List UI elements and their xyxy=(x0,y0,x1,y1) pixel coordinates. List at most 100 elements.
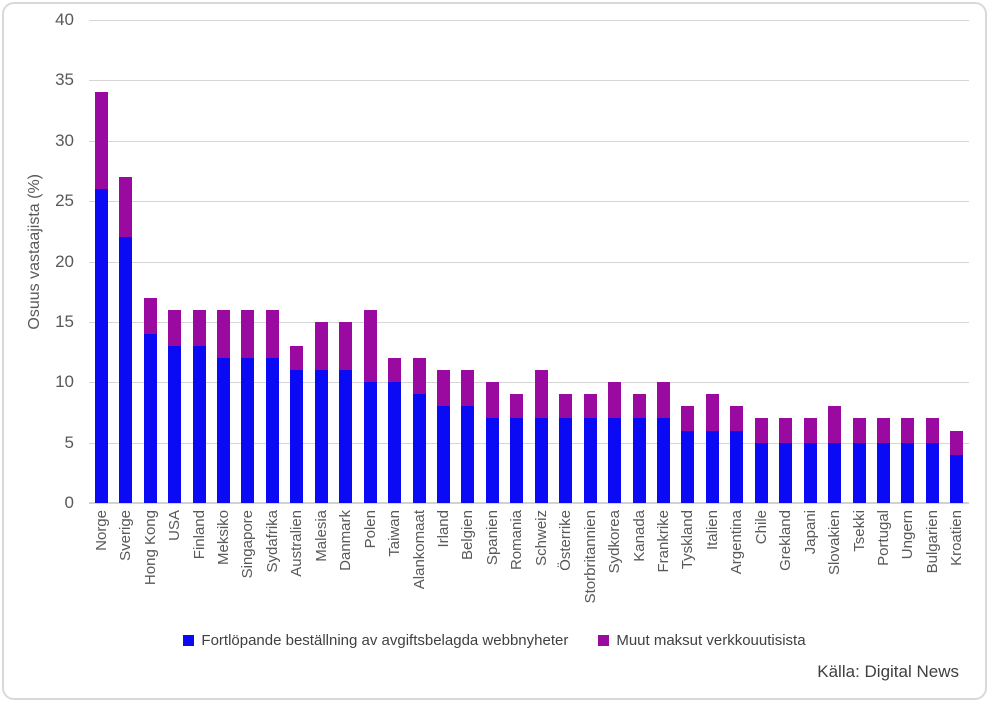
x-label-belgien: Belgien xyxy=(459,510,477,561)
bar-italien-subscription xyxy=(705,430,719,503)
y-tick-35: 35 xyxy=(55,70,74,90)
bar-storbritannien-other xyxy=(583,394,597,419)
bar-norge-other xyxy=(94,92,108,190)
bar-sverige-other xyxy=(119,176,133,238)
bar-sydkorea-other xyxy=(608,382,622,419)
legend: Fortlöpande beställning av avgiftsbelagd… xyxy=(4,632,985,649)
x-label-singapore: Singapore xyxy=(239,510,257,579)
bar-alankomaat-other xyxy=(412,358,426,395)
bar-singapore-subscription xyxy=(241,358,255,503)
bar-grekland-other xyxy=(779,418,793,443)
x-label-sydafrika: Sydafrika xyxy=(263,510,281,573)
bar-irland-other xyxy=(436,370,450,407)
bar-portugal-other xyxy=(876,418,890,443)
bar-kroatien-other xyxy=(950,430,964,455)
bar-hong-kong-subscription xyxy=(143,333,157,503)
gridline-15 xyxy=(89,321,969,323)
x-label-schweiz: Schweiz xyxy=(532,510,550,566)
x-label-frankrike: Frankrike xyxy=(654,510,672,573)
gridline-5 xyxy=(89,442,969,444)
x-label-finland: Finland xyxy=(190,510,208,560)
bar-tyskland-other xyxy=(681,406,695,431)
bar-italien-other xyxy=(705,394,719,431)
bar-portugal-subscription xyxy=(876,442,890,503)
bar-alankomaat-subscription xyxy=(412,394,426,503)
y-tick-15: 15 xyxy=(55,311,74,331)
bar-taiwan-other xyxy=(388,358,402,383)
x-label-romania: Romania xyxy=(508,510,526,571)
bar-finland-other xyxy=(192,309,206,347)
bar-belgien-subscription xyxy=(461,406,475,503)
x-label-irland: Irland xyxy=(434,510,452,548)
bar-polen-other xyxy=(363,309,377,383)
x-label-sverige: Sverige xyxy=(117,510,135,561)
bar-schweiz-other xyxy=(534,370,548,419)
y-tick-40: 40 xyxy=(55,10,74,29)
bar-frankrike-other xyxy=(656,382,670,419)
x-label-kroatien: Kroatien xyxy=(948,510,966,566)
x-label-taiwan: Taiwan xyxy=(386,510,404,557)
bar-romania-subscription xyxy=(510,418,524,503)
bar-romania-other xyxy=(510,394,524,419)
legend-swatch-blue-icon xyxy=(183,635,195,646)
x-label-ungern: Ungern xyxy=(899,510,917,560)
x-label-argentina: Argentina xyxy=(728,510,746,575)
y-tick-10: 10 xyxy=(55,372,74,392)
y-tick-25: 25 xyxy=(55,191,74,211)
bar-tsekki-other xyxy=(852,418,866,443)
bar-tsekki-subscription xyxy=(852,442,866,503)
bar-australien-subscription xyxy=(290,370,304,503)
legend-label-other-payment: Muut maksut verkkouutisista xyxy=(616,632,806,649)
bar-japani-other xyxy=(803,418,817,443)
y-tick-0: 0 xyxy=(64,493,74,512)
bar-malesia-subscription xyxy=(314,370,328,503)
gridline-35 xyxy=(89,80,969,82)
x-label-tyskland: Tyskland xyxy=(679,510,697,570)
x-label-grekland: Grekland xyxy=(777,510,795,571)
source-note: Källa: Digital News xyxy=(817,662,959,681)
y-tick-30: 30 xyxy=(55,130,74,150)
bar-danmark-subscription xyxy=(339,370,353,503)
x-label-japani: Japani xyxy=(801,510,819,555)
bar-argentina-subscription xyxy=(730,430,744,503)
bar-slovakien-subscription xyxy=(828,442,842,503)
x-label-norge: Norge xyxy=(92,510,110,551)
bar-usa-subscription xyxy=(168,346,182,503)
x-label-slovakien: Slovakien xyxy=(826,510,844,576)
gridline-20 xyxy=(89,261,969,263)
x-label-usa: USA xyxy=(166,510,184,541)
gridline-30 xyxy=(89,140,969,142)
bar-taiwan-subscription xyxy=(388,382,402,503)
bar-grekland-subscription xyxy=(779,442,793,503)
bar-sydkorea-subscription xyxy=(608,418,622,503)
x-label-spanien: Spanien xyxy=(483,510,501,566)
bar-singapore-other xyxy=(241,309,255,359)
bar-schweiz-subscription xyxy=(534,418,548,503)
bar-kroatien-subscription xyxy=(950,454,964,503)
bar-belgien-other xyxy=(461,370,475,407)
bar-storbritannien-subscription xyxy=(583,418,597,503)
x-label-portugal: Portugal xyxy=(874,510,892,566)
bar-irland-subscription xyxy=(436,406,450,503)
bar-kanada-other xyxy=(632,394,646,419)
bar-norge-subscription xyxy=(94,189,108,503)
bar--sterrike-other xyxy=(559,394,573,419)
bar-ungern-subscription xyxy=(901,442,915,503)
gridline-25 xyxy=(89,201,969,203)
bar-bulgarien-other xyxy=(925,418,939,443)
bar-polen-subscription xyxy=(363,382,377,503)
x-label-malesia: Malesia xyxy=(312,510,330,562)
x-label-italien: Italien xyxy=(703,510,721,551)
legend-item-subscription: Fortlöpande beställning av avgiftsbelagd… xyxy=(183,632,568,649)
bar-meksiko-other xyxy=(216,309,230,359)
bar-ungern-other xyxy=(901,418,915,443)
gridline-40 xyxy=(89,20,969,21)
x-label-danmark: Danmark xyxy=(337,510,355,571)
bar-malesia-other xyxy=(314,321,328,371)
x-label-polen: Polen xyxy=(361,510,379,549)
x-label-australien: Australien xyxy=(288,510,306,577)
bar--sterrike-subscription xyxy=(559,418,573,503)
x-label-tsekki: Tsekki xyxy=(850,510,868,552)
x-label-storbritannien: Storbritannien xyxy=(581,510,599,604)
bar-danmark-other xyxy=(339,321,353,371)
